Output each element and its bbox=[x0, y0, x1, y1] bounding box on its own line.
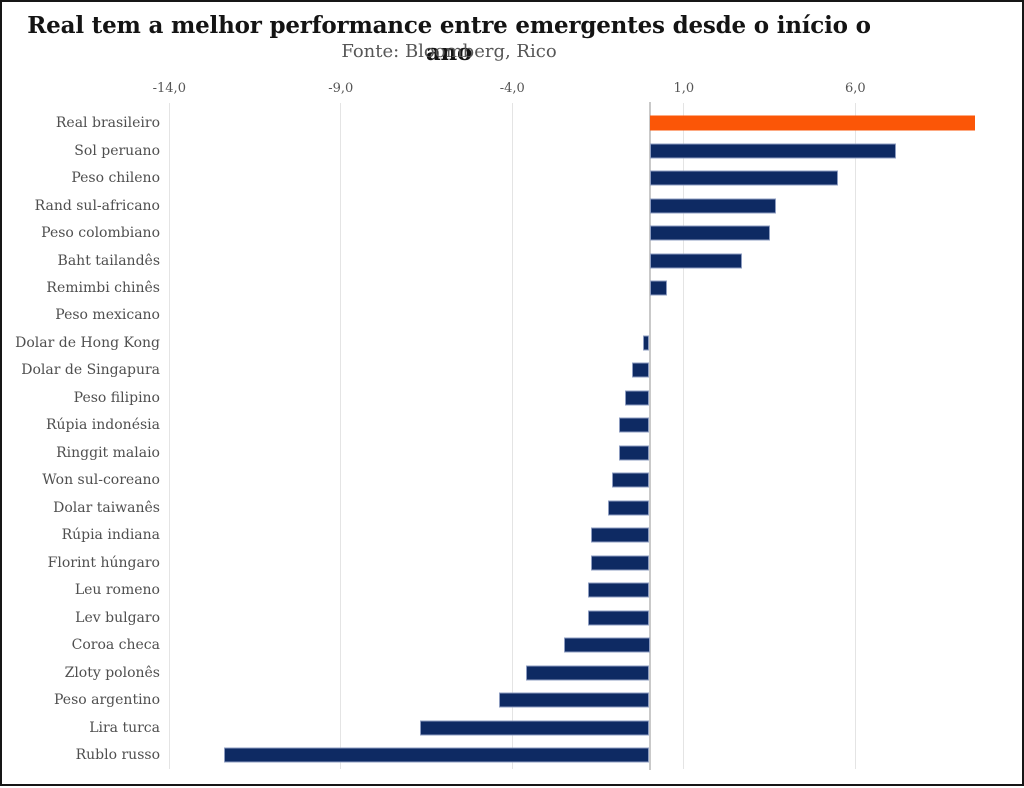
bar-row: Peso argentino bbox=[2, 686, 1024, 713]
bar bbox=[498, 692, 650, 708]
category-label: Dolar taiwanês bbox=[53, 499, 160, 516]
bar bbox=[649, 143, 897, 159]
x-tick-label: -14,0 bbox=[152, 81, 186, 96]
category-label: Lira turca bbox=[89, 719, 160, 736]
bar bbox=[563, 637, 650, 653]
category-label: Peso chileno bbox=[71, 170, 160, 187]
bar-row: Won sul-coreano bbox=[2, 467, 1024, 494]
zero-axis-line bbox=[648, 102, 651, 770]
gridline bbox=[854, 103, 856, 769]
bar-row: Peso filipino bbox=[2, 384, 1024, 411]
bar bbox=[224, 747, 650, 763]
category-label: Dolar de Hong Kong bbox=[15, 334, 160, 351]
bar bbox=[591, 527, 650, 543]
bar-row: Rublo russo bbox=[2, 741, 1024, 768]
bar-row: Sol peruano bbox=[2, 137, 1024, 164]
bar-row: Real brasileiro bbox=[2, 109, 1024, 136]
bar bbox=[649, 225, 770, 241]
category-label: Won sul-coreano bbox=[42, 472, 160, 489]
category-label: Rand sul-africano bbox=[34, 197, 160, 214]
bar-row: Dolar de Singapura bbox=[2, 357, 1024, 384]
category-label: Peso argentino bbox=[54, 692, 160, 709]
bar bbox=[649, 170, 839, 186]
category-label: Real brasileiro bbox=[55, 115, 160, 132]
category-label: Peso colombiano bbox=[41, 225, 160, 242]
category-label: Coroa checa bbox=[71, 637, 160, 654]
chart-subtitle: Fonte: Bloomberg, Rico bbox=[341, 41, 557, 62]
bar bbox=[649, 280, 667, 296]
bar-row: Rúpia indonésia bbox=[2, 412, 1024, 439]
x-tick-label: 6,0 bbox=[844, 81, 866, 96]
bar bbox=[632, 362, 650, 378]
category-label: Rublo russo bbox=[75, 747, 160, 764]
bar bbox=[642, 335, 650, 351]
bar-row: Ringgit malaio bbox=[2, 439, 1024, 466]
bar bbox=[649, 198, 777, 214]
category-label: Rúpia indonésia bbox=[46, 417, 160, 434]
category-label: Rúpia indiana bbox=[61, 527, 160, 544]
bar-row: Peso mexicano bbox=[2, 302, 1024, 329]
bar bbox=[625, 390, 650, 406]
category-label: Zloty polonês bbox=[64, 664, 160, 681]
category-label: Dolar de Singapura bbox=[21, 362, 160, 379]
category-label: Florint húngaro bbox=[47, 554, 160, 571]
bar-row: Peso colombiano bbox=[2, 219, 1024, 246]
bar bbox=[618, 417, 650, 433]
category-label: Peso mexicano bbox=[55, 307, 160, 324]
highlight-bar bbox=[649, 115, 976, 131]
category-label: Remimbi chinês bbox=[46, 280, 160, 296]
bar bbox=[419, 720, 650, 736]
bar-row: Dolar de Hong Kong bbox=[2, 329, 1024, 356]
category-label: Ringgit malaio bbox=[56, 444, 160, 461]
bar bbox=[587, 610, 650, 626]
bar-row: Baht tailandês bbox=[2, 247, 1024, 274]
gridline bbox=[340, 103, 342, 769]
bar-row: Rand sul-africano bbox=[2, 192, 1024, 219]
bar-row: Peso chileno bbox=[2, 164, 1024, 191]
bar-row: Dolar taiwanês bbox=[2, 494, 1024, 521]
x-tick-label: -4,0 bbox=[499, 81, 525, 96]
category-label: Sol peruano bbox=[74, 142, 160, 159]
bar bbox=[587, 582, 650, 598]
bar bbox=[618, 445, 650, 461]
bar bbox=[591, 555, 650, 571]
bar-row: Remimbi chinês bbox=[2, 274, 1024, 301]
x-tick-label: -9,0 bbox=[328, 81, 354, 96]
bar-row: Lev bulgaro bbox=[2, 604, 1024, 631]
category-label: Baht tailandês bbox=[57, 252, 160, 269]
bar bbox=[611, 472, 650, 488]
gridline bbox=[683, 103, 685, 769]
bar bbox=[608, 500, 650, 516]
chart-title: Real tem a melhor performance entre emer… bbox=[27, 12, 871, 66]
bar-row: Coroa checa bbox=[2, 632, 1024, 659]
bar-row: Leu romeno bbox=[2, 577, 1024, 604]
gridline bbox=[168, 103, 170, 769]
category-label: Peso filipino bbox=[73, 389, 160, 406]
bar-row: Zloty polonês bbox=[2, 659, 1024, 686]
gridline bbox=[511, 103, 513, 769]
category-label: Lev bulgaro bbox=[75, 609, 160, 626]
bar-row: Rúpia indiana bbox=[2, 522, 1024, 549]
x-tick-label: 1,0 bbox=[673, 81, 695, 96]
bar-row: Florint húngaro bbox=[2, 549, 1024, 576]
bar bbox=[526, 665, 650, 681]
category-label: Leu romeno bbox=[74, 582, 160, 599]
bar-row: Lira turca bbox=[2, 714, 1024, 741]
bar bbox=[649, 253, 743, 269]
